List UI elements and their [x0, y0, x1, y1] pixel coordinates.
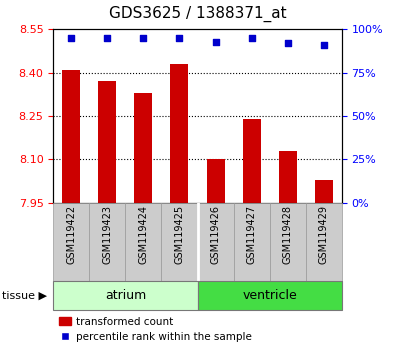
Bar	[62, 70, 80, 203]
Bar	[233, 203, 270, 281]
Bar	[198, 281, 342, 310]
Bar	[53, 281, 198, 310]
Text: GSM119424: GSM119424	[138, 205, 149, 264]
Point	[176, 35, 182, 41]
Point	[284, 40, 291, 46]
Bar	[315, 180, 333, 203]
Text: GSM119428: GSM119428	[282, 205, 293, 264]
Point	[104, 35, 111, 41]
Point	[320, 42, 327, 48]
Bar	[162, 203, 198, 281]
Bar	[270, 203, 306, 281]
Point	[140, 35, 147, 41]
Bar	[306, 203, 342, 281]
Legend: transformed count, percentile rank within the sample: transformed count, percentile rank withi…	[58, 317, 252, 342]
Point	[248, 35, 255, 41]
Bar	[171, 64, 188, 203]
Text: GSM119422: GSM119422	[66, 205, 76, 264]
Bar	[53, 203, 89, 281]
Bar	[207, 160, 224, 203]
Text: GDS3625 / 1388371_at: GDS3625 / 1388371_at	[109, 6, 286, 22]
Text: tissue ▶: tissue ▶	[2, 290, 47, 300]
Text: GSM119423: GSM119423	[102, 205, 113, 264]
Text: ventricle: ventricle	[242, 289, 297, 302]
Point	[213, 39, 219, 44]
Bar	[126, 203, 162, 281]
Point	[68, 35, 75, 41]
Bar	[278, 151, 297, 203]
Bar	[89, 203, 126, 281]
Bar	[98, 81, 117, 203]
Bar	[198, 203, 233, 281]
Text: GSM119429: GSM119429	[319, 205, 329, 264]
Bar	[134, 93, 152, 203]
Text: GSM119427: GSM119427	[246, 205, 257, 264]
Text: GSM119426: GSM119426	[211, 205, 220, 264]
Text: atrium: atrium	[105, 289, 146, 302]
Bar	[243, 119, 261, 203]
Text: GSM119425: GSM119425	[175, 205, 184, 264]
